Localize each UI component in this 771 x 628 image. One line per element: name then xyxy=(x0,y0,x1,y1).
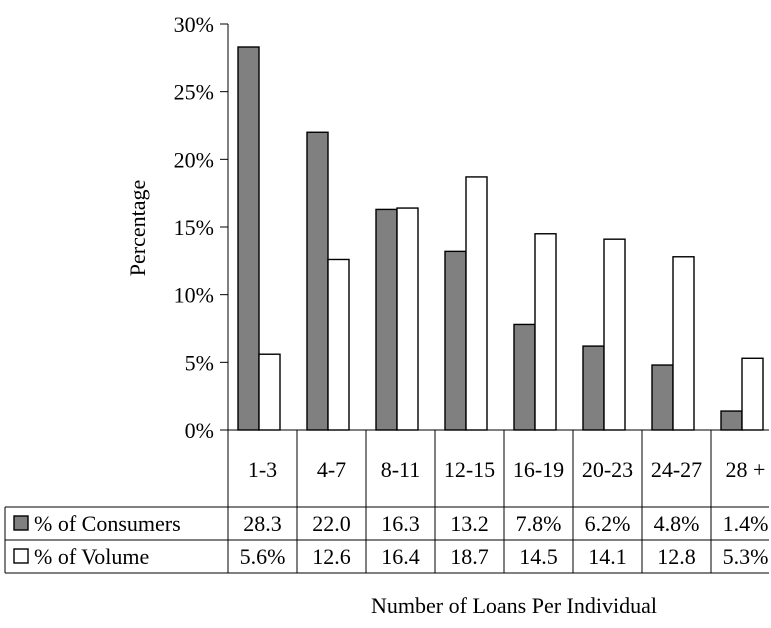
y-tick-label: 5% xyxy=(185,350,214,375)
bar-consumers xyxy=(651,364,674,431)
legend-swatch xyxy=(13,515,29,531)
category-label: 24-27 xyxy=(651,457,702,482)
bar-volume xyxy=(465,176,488,431)
data-label: 5.3% xyxy=(723,544,769,569)
bar-consumers xyxy=(582,345,605,431)
legend-label: % of Consumers xyxy=(34,511,181,536)
bar-consumers xyxy=(513,323,536,431)
x-axis-title: Number of Loans Per Individual xyxy=(371,593,657,618)
data-table: 1-3 4-7 8-11 12-15 16-19 20-23 24-27 28 + % of C… xyxy=(4,430,769,574)
data-label: 7.8% xyxy=(516,511,562,536)
category-label: 28 + xyxy=(726,457,766,482)
data-label: 13.2 xyxy=(450,511,489,536)
y-tick-label: 25% xyxy=(174,80,214,105)
bar-consumers xyxy=(720,410,743,431)
data-label: 14.1 xyxy=(588,544,627,569)
y-tick-label: 15% xyxy=(174,215,214,240)
data-label: 16.3 xyxy=(381,511,420,536)
bar-volume xyxy=(396,207,419,431)
data-label: 12.6 xyxy=(312,544,351,569)
data-label: 6.2% xyxy=(585,511,631,536)
y-axis: 0% 5% 10% 15% 20% 25% 30% xyxy=(174,12,769,443)
bar-volume xyxy=(741,357,764,431)
data-label: 12.8 xyxy=(657,544,696,569)
legend-label: % of Volume xyxy=(34,544,149,569)
category-label: 16-19 xyxy=(513,457,564,482)
category-label: 4-7 xyxy=(317,457,346,482)
data-label: 14.5 xyxy=(519,544,558,569)
category-label: 12-15 xyxy=(444,457,495,482)
y-tick-label: 0% xyxy=(185,418,214,443)
y-tick-label: 10% xyxy=(174,283,214,308)
y-axis-title: Percentage xyxy=(125,180,150,277)
data-label: 4.8% xyxy=(654,511,700,536)
bar-consumers xyxy=(237,46,260,431)
data-label: 18.7 xyxy=(450,544,489,569)
y-tick-label: 20% xyxy=(174,147,214,172)
data-label: 16.4 xyxy=(381,544,420,569)
data-label: 28.3 xyxy=(243,511,282,536)
bars xyxy=(237,46,764,431)
bar-consumers xyxy=(444,250,467,431)
bar-consumers xyxy=(375,208,398,431)
category-label: 1-3 xyxy=(248,457,277,482)
bar-volume xyxy=(534,233,557,431)
bar-volume xyxy=(327,258,350,431)
bar-volume xyxy=(672,256,695,431)
y-tick-label: 30% xyxy=(174,12,214,37)
bar-consumers xyxy=(306,131,329,431)
data-label: 5.6% xyxy=(240,544,286,569)
legend-swatch xyxy=(13,548,29,564)
bar-volume xyxy=(603,238,626,431)
bar-volume xyxy=(258,353,281,431)
category-label: 8-11 xyxy=(381,457,421,482)
category-label: 20-23 xyxy=(582,457,633,482)
data-label: 22.0 xyxy=(312,511,351,536)
data-label: 1.4% xyxy=(723,511,769,536)
